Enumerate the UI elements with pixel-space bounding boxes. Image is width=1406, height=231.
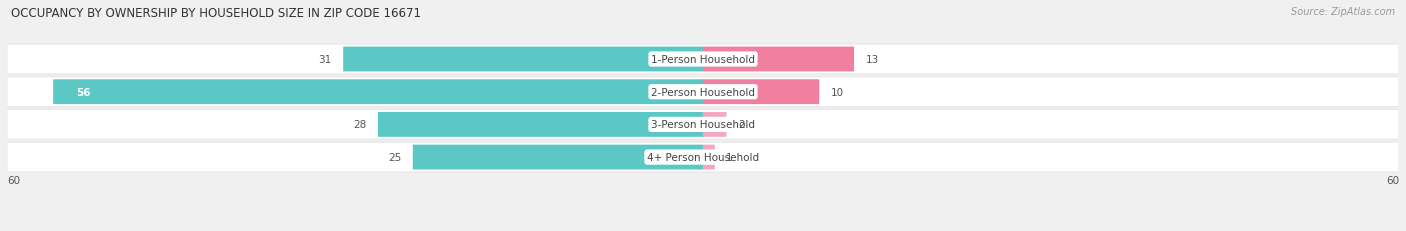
Text: Source: ZipAtlas.com: Source: ZipAtlas.com: [1291, 7, 1395, 17]
Text: 3-Person Household: 3-Person Household: [651, 120, 755, 130]
Text: OCCUPANCY BY OWNERSHIP BY HOUSEHOLD SIZE IN ZIP CODE 16671: OCCUPANCY BY OWNERSHIP BY HOUSEHOLD SIZE…: [11, 7, 422, 20]
Text: 60: 60: [1386, 176, 1399, 185]
FancyBboxPatch shape: [413, 145, 703, 170]
Text: 56: 56: [76, 87, 91, 97]
Text: 4+ Person Household: 4+ Person Household: [647, 152, 759, 162]
FancyBboxPatch shape: [7, 77, 1399, 107]
FancyBboxPatch shape: [7, 110, 1399, 140]
Text: 10: 10: [831, 87, 844, 97]
Text: 13: 13: [866, 55, 879, 65]
FancyBboxPatch shape: [7, 143, 1399, 172]
Text: 60: 60: [7, 176, 20, 185]
FancyBboxPatch shape: [703, 145, 714, 170]
FancyBboxPatch shape: [703, 80, 820, 105]
Text: 1: 1: [725, 152, 733, 162]
FancyBboxPatch shape: [703, 112, 727, 137]
FancyBboxPatch shape: [703, 47, 853, 72]
Text: 28: 28: [353, 120, 367, 130]
FancyBboxPatch shape: [378, 112, 703, 137]
FancyBboxPatch shape: [7, 45, 1399, 75]
FancyBboxPatch shape: [343, 47, 703, 72]
Text: 2: 2: [738, 120, 744, 130]
Text: 1-Person Household: 1-Person Household: [651, 55, 755, 65]
Text: 25: 25: [388, 152, 402, 162]
Text: 31: 31: [319, 55, 332, 65]
FancyBboxPatch shape: [53, 80, 703, 105]
Text: 2-Person Household: 2-Person Household: [651, 87, 755, 97]
